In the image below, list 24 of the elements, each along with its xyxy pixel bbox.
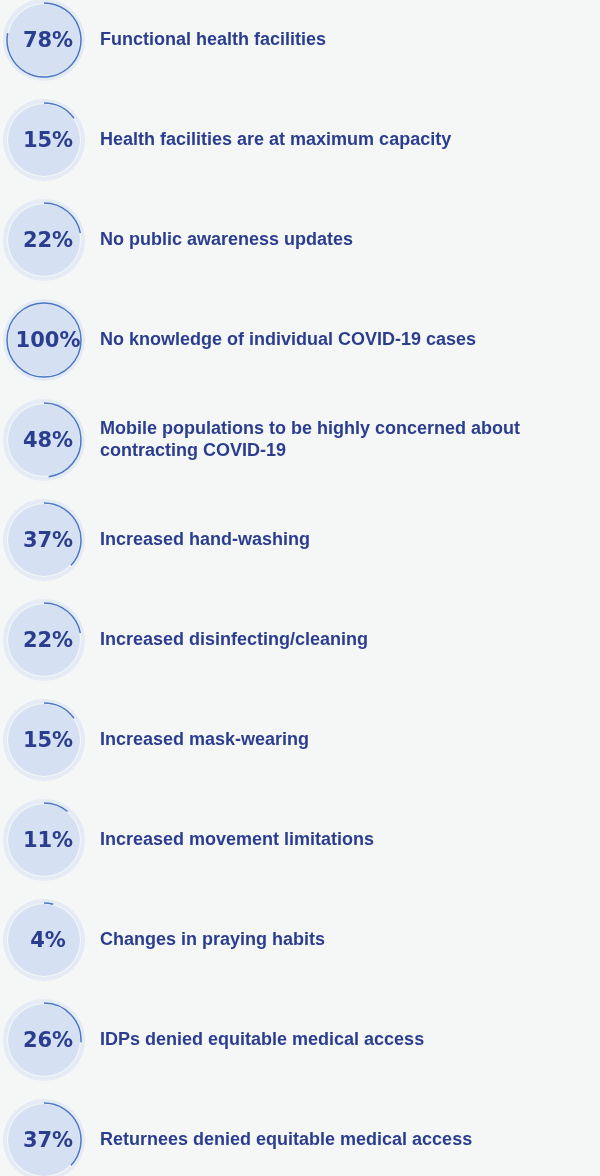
data-label: 37% xyxy=(22,1128,74,1153)
category-label: Returnees denied equitable medical access xyxy=(100,1128,473,1149)
category-label: Increased hand-washing xyxy=(100,528,311,549)
category-label: Increased movement limitations xyxy=(100,828,375,849)
data-label: 15% xyxy=(22,128,74,153)
data-label: 4% xyxy=(30,928,66,953)
data-label: 100% xyxy=(15,328,81,353)
data-label: 37% xyxy=(22,528,74,553)
category-label: No public awareness updates xyxy=(100,228,354,249)
data-label: 11% xyxy=(22,828,74,853)
data-label: 26% xyxy=(22,1028,74,1053)
category-label: Functional health facilities xyxy=(100,28,327,49)
category-label: Increased mask-wearing xyxy=(100,728,310,749)
data-label: 22% xyxy=(22,228,74,253)
category-label: Health facilities are at maximum capacity xyxy=(100,128,452,149)
data-label: 48% xyxy=(22,428,74,453)
data-label: 78% xyxy=(22,28,74,53)
category-label: IDPs denied equitable medical access xyxy=(100,1028,425,1049)
category-label: Increased disinfecting/cleaning xyxy=(100,628,369,649)
category-label: Changes in praying habits xyxy=(100,928,326,949)
data-label: 22% xyxy=(22,628,74,653)
category-label: Mobile populations to be highly concerned about contracting COVID-19 xyxy=(100,417,521,460)
data-label: 15% xyxy=(22,728,74,753)
category-label: No knowledge of individual COVID-19 cases xyxy=(100,328,477,349)
